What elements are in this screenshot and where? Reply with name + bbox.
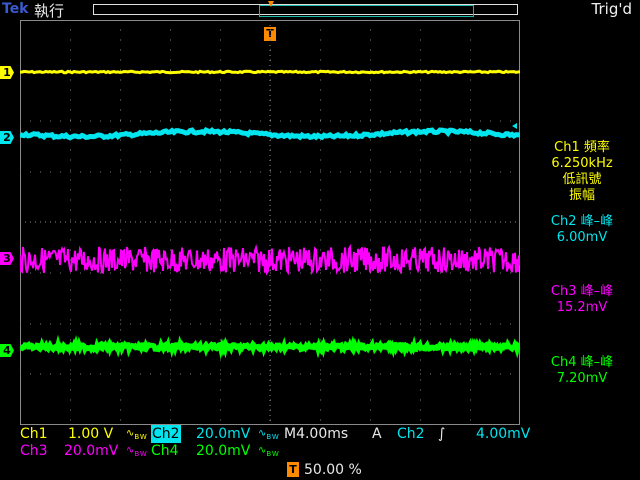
run-state: 執行 [34,2,65,20]
ch1-meas-value: 6.250kHz [551,156,613,171]
ch4-meas-value: 7.20mV [556,371,608,386]
ch1-scale[interactable]: 1.00 V [68,426,114,442]
ch2-bw-icon: ∿B W [258,428,279,441]
ch2-label[interactable]: Ch2 [151,425,181,443]
ch1-trace [20,69,520,75]
trigger-position-marker[interactable]: T [264,27,276,41]
ch4-scale[interactable]: 20.0mV [196,443,251,459]
footer-row-1: Ch1 1.00 V ∿B W Ch2 20.0mV ∿B W M4.00ms … [0,425,640,443]
ch2-meas-title: Ch2 峰–峰 [550,214,614,229]
ch1-meas-note2: 振幅 [568,188,595,203]
trigger-slope-icon: ∫ [438,426,446,442]
ch4-bw-icon: ∿B W [258,445,279,458]
ch4-label[interactable]: Ch4 [151,443,179,459]
measurement-ch4: Ch4 峰–峰 7.20mV [524,355,640,387]
ch2-meas-value: 6.00mV [556,230,608,245]
record-window [259,5,474,17]
ch3-meas-value: 15.2mV [556,300,608,315]
footer-row-2: Ch3 20.0mV ∿B W Ch4 20.0mV ∿B W [0,442,640,460]
ch3-marker[interactable]: 3 [0,252,14,265]
ch1-meas-note1: 低訊號 [562,172,602,187]
trigger-state: Trig'd [591,0,632,18]
measurement-ch3: Ch3 峰–峰 15.2mV [524,284,640,316]
measurement-ch2: Ch2 峰–峰 6.00mV [524,214,640,246]
brand-logo: Tek [2,1,29,17]
ch4-trace [20,334,520,360]
ch1-bw-icon: ∿B W [126,428,147,441]
ch3-scale[interactable]: 20.0mV [64,443,119,459]
horizontal-position[interactable]: 50.00 % [304,462,362,478]
measurement-ch1: Ch1 頻率 6.250kHz 低訊號 振幅 [524,140,640,204]
ch2-marker[interactable]: 2 [0,131,14,144]
top-status-bar: Tek 執行 Trig'd [0,0,640,20]
ch2-offscreen-arrow-icon [512,123,517,129]
footer-row-3: T 50.00 % [0,461,640,479]
ch4-meas-title: Ch4 峰–峰 [550,355,614,370]
ch1-meas-title: Ch1 頻率 [554,140,610,155]
ch3-meas-title: Ch3 峰–峰 [550,284,614,299]
trigger-arrow-icon [268,1,274,7]
ch3-bw-icon: ∿B W [126,445,147,458]
ch2-trace [20,126,520,141]
ch1-marker[interactable]: 1 [0,66,14,79]
ch1-label[interactable]: Ch1 [20,426,48,442]
record-length-bar [93,4,518,17]
ch3-trace [20,243,520,276]
ch2-scale[interactable]: 20.0mV [196,426,251,442]
horizontal-position-marker: T [287,462,299,477]
ch3-label[interactable]: Ch3 [20,443,48,459]
trigger-mode[interactable]: A [372,426,382,442]
ch4-marker[interactable]: 4 [0,344,14,357]
waveform-display [20,69,520,360]
timebase[interactable]: M4.00ms [284,426,349,442]
trigger-source[interactable]: Ch2 [397,426,425,442]
trigger-level[interactable]: 4.00mV [476,426,531,442]
